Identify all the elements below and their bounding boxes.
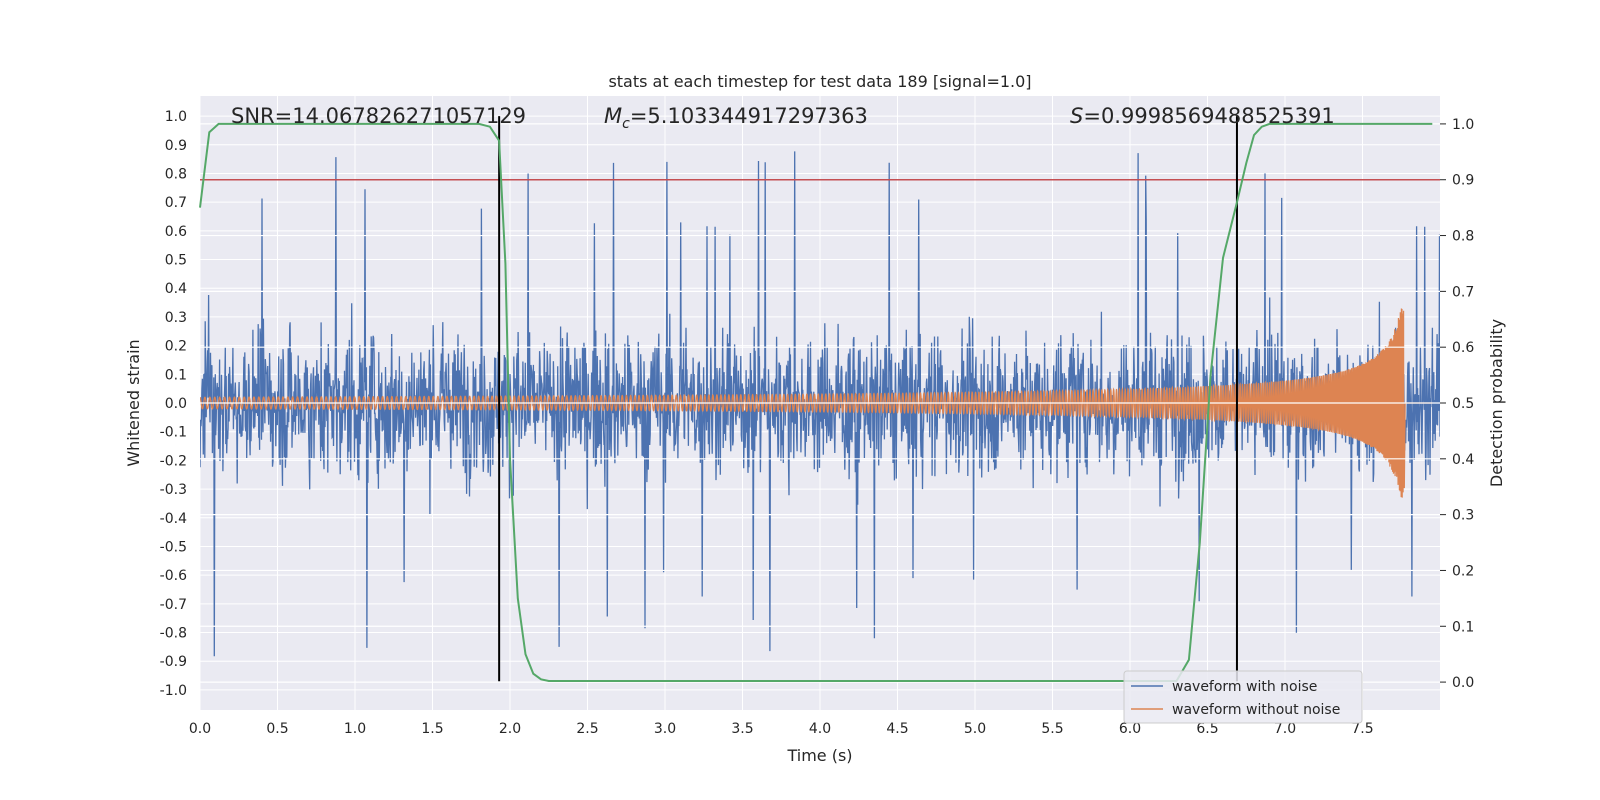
- legend-label-noise: waveform with noise: [1172, 679, 1317, 695]
- y-right-tick-label: 0.7: [1452, 284, 1474, 300]
- legend: waveform with noise waveform without noi…: [1123, 670, 1363, 724]
- y-left-tick-label: -0.7: [160, 597, 187, 613]
- x-tick-label: 4.0: [809, 721, 831, 737]
- y-right-tick-label: 1.0: [1452, 117, 1474, 133]
- chirp-mass-symbol: M: [604, 104, 622, 128]
- y-axis-right-label: Detection probability: [1487, 319, 1506, 487]
- y-left-tick-label: 0.2: [165, 339, 187, 355]
- x-tick-label: 5.5: [1041, 721, 1063, 737]
- series-line-detection-probability: [199, 122, 1433, 682]
- y-left-tick-label: 1.0: [165, 109, 187, 125]
- y-left-tick-label: 0.4: [165, 281, 187, 297]
- y-left-tick-label: 0.8: [165, 166, 187, 182]
- series-line-clean: [200, 308, 1433, 498]
- y-left-tick-label: 0.3: [165, 310, 187, 326]
- x-tick-label: 6.5: [1196, 721, 1218, 737]
- legend-box: [1123, 670, 1363, 724]
- x-tick-label: 2.5: [576, 721, 598, 737]
- chirp-mass-annotation: Mc=5.103344917297363: [604, 104, 868, 132]
- snr-annotation: SNR=14.067826271057129: [231, 104, 526, 128]
- y-left-tick-label: 0.0: [165, 396, 187, 412]
- x-tick-label: 1.0: [344, 721, 366, 737]
- y-axis-left-label: Whitened strain: [124, 339, 143, 466]
- y-right-tick-label: 0.6: [1452, 340, 1474, 356]
- x-tick-label: 5.0: [964, 721, 986, 737]
- chart-title: stats at each timestep for test data 189…: [608, 72, 1031, 91]
- x-tick-label: 1.5: [421, 721, 443, 737]
- y-right-tick-label: 0.4: [1452, 452, 1474, 468]
- score-value: =0.9998569488525391: [1083, 104, 1334, 128]
- x-tick-label: 7.5: [1351, 721, 1373, 737]
- chirp-mass-value: =5.103344917297363: [630, 104, 868, 128]
- y-left-tick-label: -0.6: [160, 568, 187, 584]
- x-tick-label: 0.5: [266, 721, 288, 737]
- score-symbol: S: [1070, 104, 1083, 128]
- y-left-tick-label: 0.9: [165, 138, 187, 154]
- x-tick-label: 2.0: [499, 721, 521, 737]
- y-left-tick-label: -0.2: [160, 453, 187, 469]
- y-left-tick-label: -1.0: [160, 683, 187, 699]
- y-left-tick-label: 0.5: [165, 253, 187, 269]
- y-right-tick-label: 0.8: [1452, 229, 1474, 245]
- y-left-tick-label: -0.9: [160, 654, 187, 670]
- y-right-tick-label: 0.5: [1452, 396, 1474, 412]
- y-left-tick-label: -0.8: [160, 626, 187, 642]
- y-left-tick-label: -0.3: [160, 482, 187, 498]
- y-right-tick-label: 0.1: [1452, 619, 1474, 635]
- x-tick-label: 6.0: [1119, 721, 1141, 737]
- x-tick-label: 4.5: [886, 721, 908, 737]
- score-annotation: S=0.9998569488525391: [1070, 104, 1335, 128]
- x-tick-label: 0.0: [189, 721, 211, 737]
- legend-label-clean: waveform without noise: [1172, 702, 1340, 718]
- y-left-tick-label: -0.1: [160, 425, 187, 441]
- y-left-tick-label: 0.7: [165, 195, 187, 211]
- y-left-tick-label: -0.4: [160, 511, 187, 527]
- y-right-tick-label: 0.2: [1452, 563, 1474, 579]
- y-left-tick-label: 0.6: [165, 224, 187, 240]
- right-grid: [200, 123, 1440, 683]
- ticks: 0.0 0.5 1.0 1.5 2.0 2.5 3.0 3.5 4.0 4.5 5.0 5.5 6.0 6…: [160, 109, 1475, 737]
- chirp-series-layer: [200, 308, 1433, 498]
- x-tick-label: 7.0: [1274, 721, 1296, 737]
- y-right-tick-label: 0.0: [1452, 675, 1474, 691]
- x-tick-label: 3.5: [731, 721, 753, 737]
- y-left-tick-label: 0.1: [165, 367, 187, 383]
- chirp-mass-subscript: c: [622, 116, 630, 132]
- y-left-tick-label: -0.5: [160, 539, 187, 555]
- y-right-tick-label: 0.3: [1452, 508, 1474, 524]
- x-tick-label: 3.0: [654, 721, 676, 737]
- x-axis-label: Time (s): [786, 746, 852, 765]
- overlay-layer: [199, 116, 1440, 682]
- y-right-tick-label: 0.9: [1452, 173, 1474, 189]
